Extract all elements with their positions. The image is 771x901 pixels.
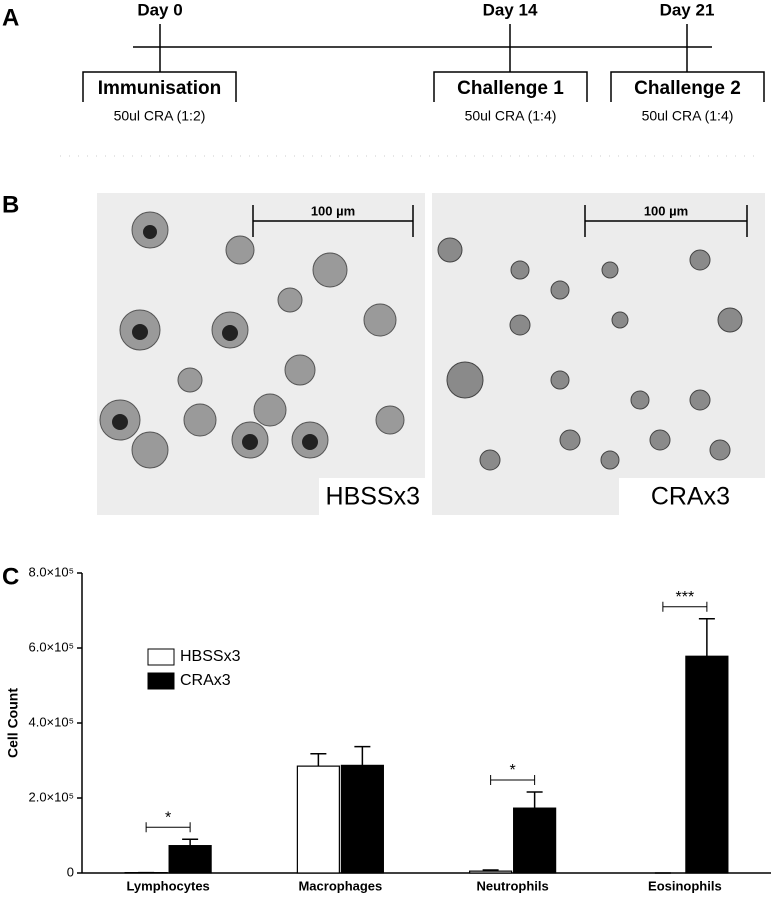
- panel-label: C: [2, 563, 19, 590]
- y-tick-label: 4.0×10⁵: [28, 714, 74, 729]
- micrograph: [97, 193, 425, 515]
- panel-label: B: [2, 191, 19, 218]
- bar: [686, 656, 728, 873]
- x-tick-label: Macrophages: [298, 878, 382, 893]
- x-tick-label: Neutrophils: [477, 878, 549, 893]
- day-label: Day 0: [137, 0, 182, 19]
- x-tick-label: Eosinophils: [648, 878, 722, 893]
- event-label: Challenge 2: [634, 78, 741, 99]
- event-dose: 50ul CRA (1:2): [114, 108, 206, 124]
- legend-swatch: [148, 649, 174, 665]
- bar: [341, 765, 383, 873]
- event-dose: 50ul CRA (1:4): [642, 108, 734, 124]
- day-label: Day 14: [483, 0, 538, 19]
- scale-label: 100 µm: [644, 203, 688, 218]
- legend-swatch: [148, 673, 174, 689]
- error-bar: [527, 792, 543, 808]
- micrograph: [432, 193, 765, 515]
- error-bar: [354, 747, 370, 766]
- y-tick-label: 0: [67, 864, 74, 879]
- image-label: CRAx3: [651, 483, 730, 511]
- legend-label: HBSSx3: [180, 648, 241, 665]
- event-label: Immunisation: [98, 78, 222, 99]
- significance-label: *: [510, 762, 516, 779]
- scale-label: 100 µm: [311, 203, 355, 218]
- error-bar: [182, 839, 198, 845]
- y-tick-label: 6.0×10⁵: [28, 639, 74, 654]
- y-tick-label: 8.0×10⁵: [28, 564, 74, 579]
- significance-label: *: [165, 809, 171, 826]
- significance-label: ***: [676, 589, 695, 606]
- day-label: Day 21: [660, 0, 715, 19]
- bar: [470, 871, 512, 873]
- event-label: Challenge 1: [457, 78, 564, 99]
- image-label: HBSSx3: [326, 483, 420, 511]
- error-bar: [699, 619, 715, 657]
- event-dose: 50ul CRA (1:4): [465, 108, 557, 124]
- y-tick-label: 2.0×10⁵: [28, 789, 74, 804]
- panel-label: A: [2, 4, 19, 31]
- legend-label: CRAx3: [180, 672, 231, 689]
- error-bar: [310, 754, 326, 766]
- bar: [297, 766, 339, 873]
- bar: [514, 808, 556, 873]
- bar: [169, 846, 211, 873]
- x-tick-label: Lymphocytes: [126, 878, 209, 893]
- y-axis-label: Cell Count: [5, 688, 21, 758]
